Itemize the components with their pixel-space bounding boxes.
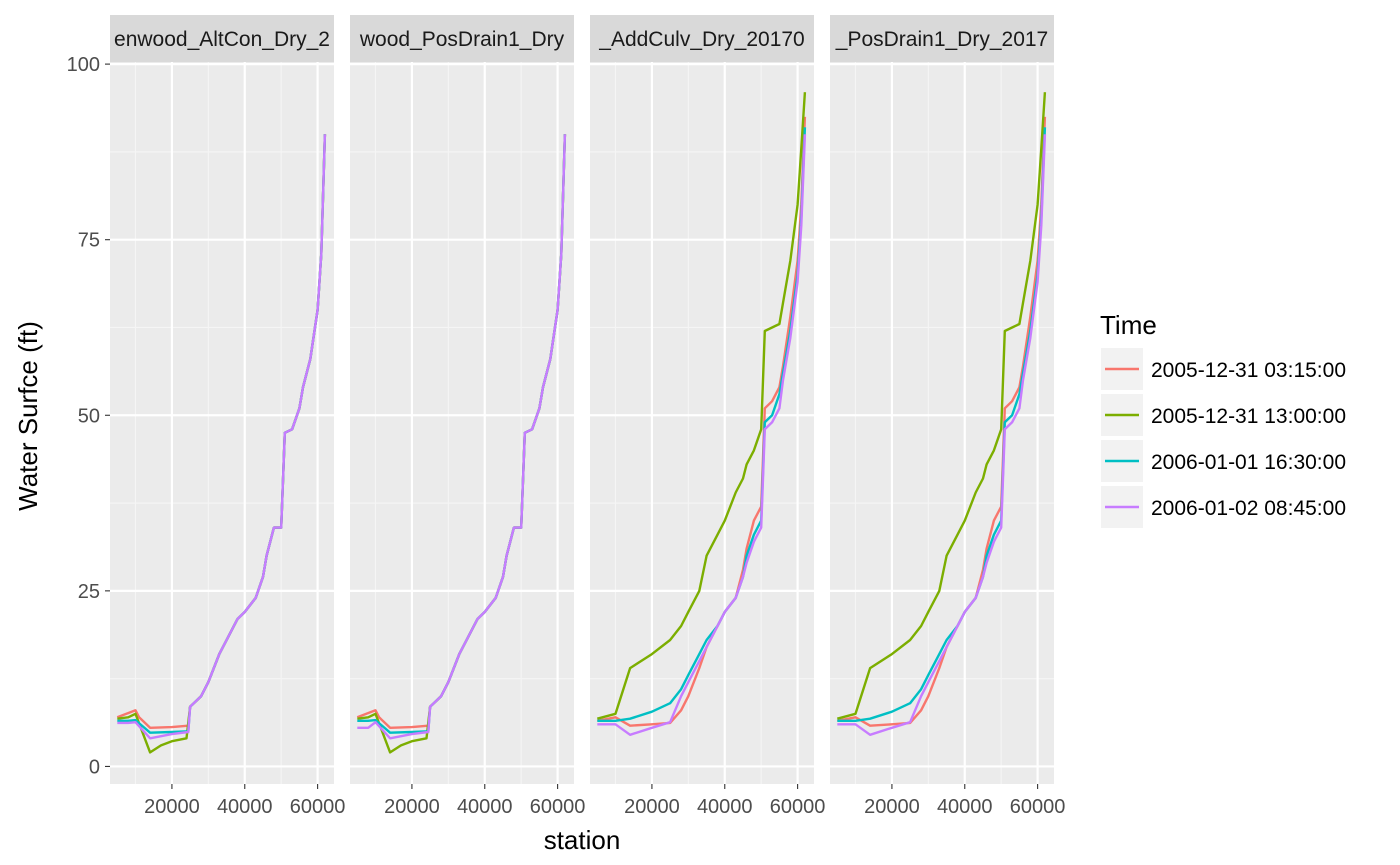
x-tick-label: 20000 bbox=[624, 796, 680, 818]
panel-background bbox=[830, 62, 1054, 784]
panel-strip bbox=[830, 15, 1054, 62]
legend-label: 2006-01-02 08:45:00 bbox=[1151, 497, 1346, 520]
x-tick-label: 40000 bbox=[457, 796, 513, 818]
y-axis: 0 25 50 75 100 bbox=[67, 54, 110, 778]
x-tick-label: 40000 bbox=[697, 796, 753, 818]
panel-strip bbox=[350, 15, 574, 62]
x-tick-label: 20000 bbox=[144, 796, 200, 818]
legend-item: 2006-01-01 16:30:00 bbox=[1101, 440, 1346, 482]
panel-strip bbox=[590, 15, 814, 62]
series-line bbox=[836, 92, 1047, 720]
legend-label: 2006-01-01 16:30:00 bbox=[1151, 451, 1346, 474]
series-line bbox=[117, 134, 327, 740]
y-tick-label: 50 bbox=[78, 405, 100, 427]
panel-4: _PosDrain1_Dry_2017 20000 40000 60000 bbox=[830, 15, 1065, 818]
legend-item: 2005-12-31 13:00:00 bbox=[1101, 394, 1346, 436]
series-line bbox=[837, 134, 1047, 736]
panel-title: enwood_AltCon_Dry_2 bbox=[114, 28, 330, 51]
panel-3: _AddCulv_Dry_20170 20000 40000 60000 bbox=[590, 15, 825, 818]
series-line bbox=[357, 134, 567, 740]
panel-series bbox=[116, 134, 327, 754]
panel-strip bbox=[110, 15, 334, 62]
panel-series bbox=[356, 134, 567, 754]
panel-title: _AddCulv_Dry_20170 bbox=[598, 28, 804, 51]
legend-title: Time bbox=[1100, 310, 1157, 340]
x-tick-label: 20000 bbox=[384, 796, 440, 818]
x-tick-label: 60000 bbox=[290, 796, 346, 818]
x-tick-label: 60000 bbox=[1010, 796, 1066, 818]
legend-label: 2005-12-31 13:00:00 bbox=[1151, 405, 1346, 428]
panel-2: wood_PosDrain1_Dry 20000 40000 60000 bbox=[350, 15, 585, 818]
legend-item: 2006-01-02 08:45:00 bbox=[1101, 486, 1346, 528]
panel-series bbox=[836, 92, 1047, 736]
y-tick-label: 25 bbox=[78, 581, 100, 603]
y-tick-label: 0 bbox=[89, 756, 100, 778]
panel-title: _PosDrain1_Dry_2017 bbox=[835, 28, 1048, 51]
y-axis-title: Water Surfce (ft) bbox=[13, 321, 43, 511]
x-tick-label: 20000 bbox=[864, 796, 920, 818]
y-tick-label: 75 bbox=[78, 230, 100, 252]
x-tick-label: 40000 bbox=[937, 796, 993, 818]
y-tick-label: 100 bbox=[67, 54, 100, 76]
legend: Time 2005-12-31 03:15:00 2005-12-31 13:00… bbox=[1100, 310, 1346, 528]
x-tick-label: 60000 bbox=[530, 796, 586, 818]
panel-1: enwood_AltCon_Dry_2 20000 40000 60000 bbox=[110, 15, 345, 818]
panel-series bbox=[596, 92, 807, 736]
series-line bbox=[596, 92, 807, 720]
x-tick-label: 60000 bbox=[770, 796, 826, 818]
legend-label: 2005-12-31 03:15:00 bbox=[1151, 359, 1346, 382]
panel-background bbox=[350, 62, 574, 784]
panel-background bbox=[110, 62, 334, 784]
x-axis-title: station bbox=[544, 825, 621, 855]
x-tick-label: 40000 bbox=[217, 796, 273, 818]
panel-background bbox=[590, 62, 814, 784]
legend-item: 2005-12-31 03:15:00 bbox=[1101, 348, 1346, 390]
series-line bbox=[597, 134, 807, 736]
panel-title: wood_PosDrain1_Dry bbox=[359, 28, 565, 51]
